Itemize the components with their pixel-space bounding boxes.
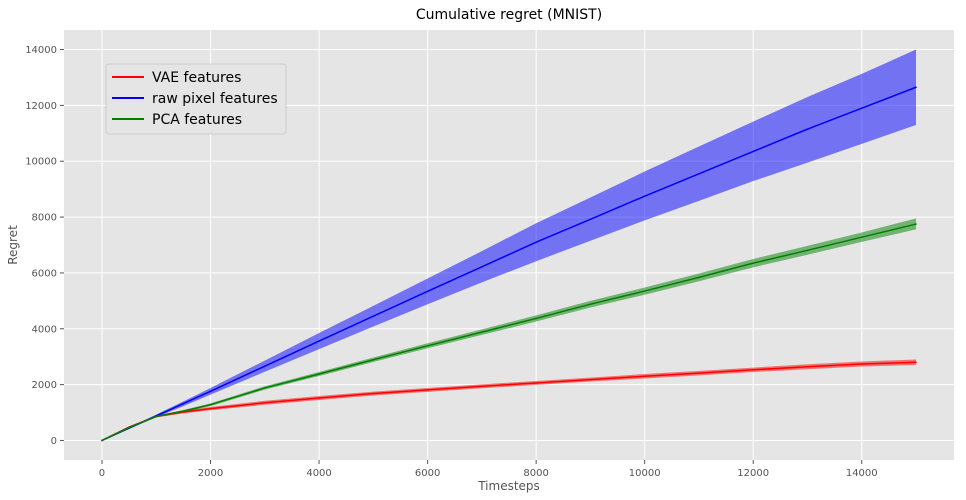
point-pca [128, 426, 130, 429]
legend: VAE features raw pixel features PCA feat… [105, 63, 287, 135]
point-raw-pixel [535, 241, 537, 244]
point-vae [806, 365, 809, 368]
point-pca [426, 344, 429, 347]
point-vae [915, 361, 917, 364]
point-vae [209, 407, 212, 410]
y-tick-label: 14000 [25, 45, 57, 56]
point-pca [535, 317, 537, 320]
line-raw-pixel [101, 86, 917, 442]
x-tick-label: 0 [99, 468, 105, 479]
point-vae [535, 382, 537, 384]
y-tick-label: 4000 [32, 324, 57, 335]
y-tick-label: 12000 [25, 101, 57, 112]
point-pca [263, 387, 266, 389]
legend-label-vae: VAE features [152, 70, 241, 86]
point-raw-pixel [915, 86, 917, 89]
point-pca [589, 303, 592, 305]
point-vae [318, 397, 320, 399]
point-raw-pixel [318, 340, 320, 342]
x-tick-label: 14000 [846, 468, 878, 479]
point-pca [209, 403, 212, 406]
line-pca [101, 223, 917, 442]
point-raw-pixel [263, 365, 266, 367]
point-raw-pixel [589, 218, 592, 221]
point-vae [860, 363, 863, 365]
y-tick-label: 2000 [32, 380, 57, 391]
y-tick-label: 8000 [32, 213, 57, 224]
point-raw-pixel [481, 265, 483, 268]
point-pca [101, 439, 103, 442]
point-pca [155, 415, 158, 418]
point-raw-pixel [209, 390, 212, 393]
x-tick-label: 8000 [523, 468, 548, 479]
y-ticks: 0 2000 4000 6000 8000 10000 12000 14000 [25, 45, 64, 447]
point-raw-pixel [643, 195, 646, 197]
point-pca [643, 290, 646, 292]
x-tick-label: 2000 [198, 468, 223, 479]
point-raw-pixel [698, 172, 700, 175]
y-tick-label: 10000 [25, 157, 57, 168]
point-vae [698, 372, 700, 374]
point-pca [752, 262, 755, 264]
legend-label-pca: PCA features [152, 112, 242, 128]
point-vae [263, 401, 266, 404]
point-pca [481, 331, 483, 333]
y-axis-label: Regret [6, 225, 20, 265]
point-raw-pixel [806, 128, 809, 130]
x-tick-label: 12000 [737, 468, 769, 479]
point-pca [860, 236, 863, 238]
point-pca [806, 249, 809, 252]
x-ticks: 0 2000 4000 6000 8000 10000 12000 14000 [99, 460, 878, 479]
point-pca [318, 373, 320, 375]
point-vae [643, 375, 646, 378]
point-vae [752, 369, 755, 371]
series-lines [101, 86, 917, 442]
point-raw-pixel [752, 150, 755, 153]
x-axis-label: Timesteps [477, 479, 540, 493]
chart-title: Cumulative regret (MNIST) [416, 7, 602, 23]
point-vae [481, 385, 483, 388]
point-raw-pixel [426, 290, 429, 293]
point-pca [182, 410, 185, 412]
y-tick-label: 6000 [32, 268, 57, 279]
band-raw-pixel [101, 49, 917, 441]
point-raw-pixel [182, 402, 185, 405]
point-vae [426, 389, 429, 391]
point-vae [372, 392, 375, 395]
point-pca [915, 223, 917, 225]
legend-box [105, 63, 287, 135]
point-pca [698, 276, 700, 279]
band-vae [101, 359, 917, 441]
y-tick-label: 0 [51, 436, 57, 447]
point-raw-pixel [860, 107, 863, 109]
point-vae [589, 378, 592, 381]
x-tick-label: 10000 [629, 468, 661, 479]
x-tick-label: 6000 [415, 468, 440, 479]
x-tick-label: 4000 [306, 468, 331, 479]
point-pca [372, 358, 375, 361]
legend-label-raw-pixel: raw pixel features [152, 91, 278, 107]
point-raw-pixel [372, 315, 375, 318]
